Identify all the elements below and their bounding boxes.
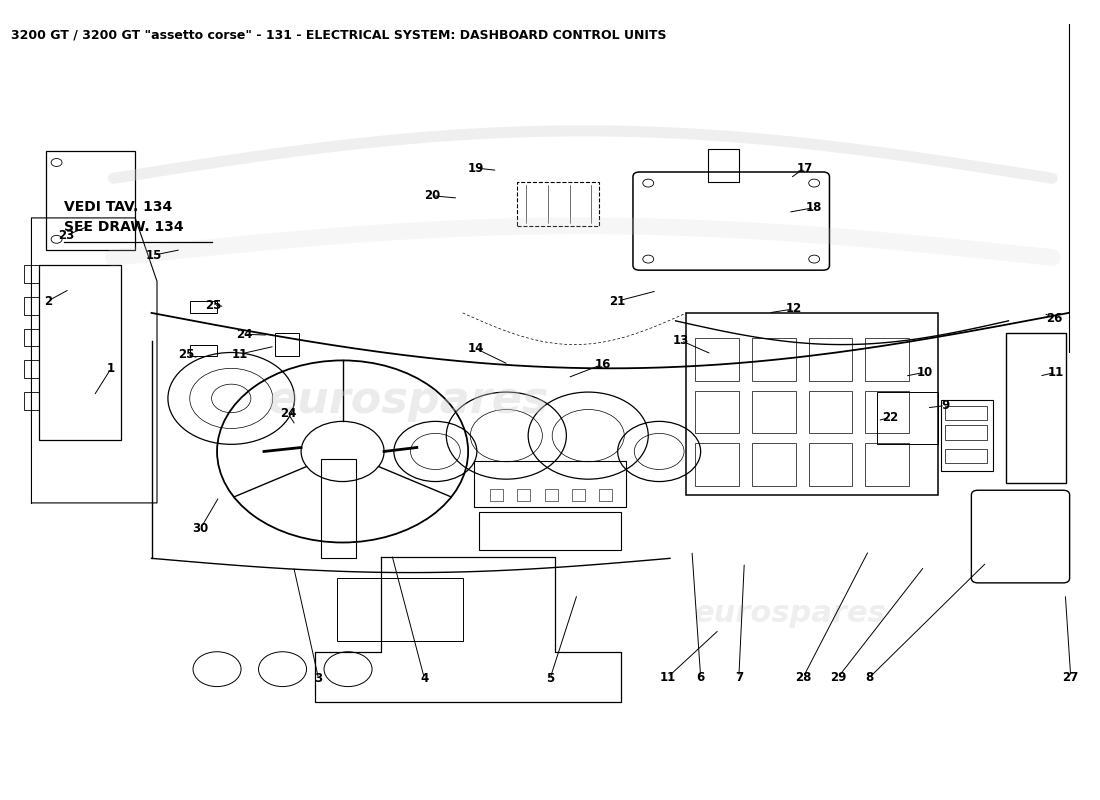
Text: 4: 4 (420, 672, 429, 685)
Bar (490, 490, 503, 502)
Bar (1006, 333, 1066, 483)
Bar (686, 313, 937, 495)
Text: 28: 28 (795, 670, 812, 683)
Bar (544, 490, 558, 502)
Bar (940, 400, 993, 471)
Text: 11: 11 (232, 347, 249, 361)
Bar (878, 392, 937, 443)
Bar (572, 490, 585, 502)
Bar (808, 442, 852, 486)
Text: 24: 24 (236, 328, 253, 341)
Bar (24, 297, 40, 314)
Text: 2: 2 (44, 294, 52, 307)
Text: 10: 10 (916, 366, 933, 378)
Text: VEDI TAV. 134: VEDI TAV. 134 (64, 200, 173, 214)
Text: 30: 30 (192, 522, 209, 534)
Bar (808, 390, 852, 434)
Bar (189, 301, 217, 313)
Text: eurospares: eurospares (694, 599, 887, 628)
Text: 6: 6 (696, 670, 705, 683)
Text: 29: 29 (830, 670, 846, 683)
Text: 8: 8 (866, 670, 874, 683)
Bar (474, 461, 626, 507)
Text: 15: 15 (145, 249, 162, 262)
Bar (945, 449, 987, 463)
Bar (24, 266, 40, 283)
Text: 1: 1 (107, 362, 116, 375)
Bar (24, 361, 40, 378)
Text: 25: 25 (206, 298, 222, 311)
Text: SEE DRAW. 134: SEE DRAW. 134 (64, 220, 184, 234)
Text: 7: 7 (735, 670, 743, 683)
Bar (945, 426, 987, 439)
Bar (695, 338, 739, 381)
Bar (600, 490, 613, 502)
Bar (752, 338, 795, 381)
Bar (24, 329, 40, 346)
Bar (695, 442, 739, 486)
Bar (945, 406, 987, 420)
Bar (275, 333, 299, 357)
Text: 20: 20 (424, 190, 440, 202)
Text: 25: 25 (178, 347, 195, 361)
Bar (866, 442, 910, 486)
Bar (866, 390, 910, 434)
Text: 26: 26 (1046, 312, 1063, 325)
Text: 12: 12 (785, 302, 802, 315)
Text: 22: 22 (882, 411, 899, 424)
Bar (866, 338, 910, 381)
Bar (708, 149, 739, 182)
Bar (517, 490, 530, 502)
Text: eurospares: eurospares (267, 378, 549, 422)
Text: 18: 18 (806, 201, 823, 214)
Text: 11: 11 (1047, 366, 1064, 378)
Text: 17: 17 (796, 162, 813, 174)
Bar (45, 150, 135, 250)
Bar (752, 390, 795, 434)
Text: 9: 9 (942, 399, 949, 412)
Bar (321, 459, 355, 558)
Text: 24: 24 (279, 407, 296, 420)
Bar (337, 578, 463, 642)
Text: 14: 14 (468, 342, 484, 355)
Bar (24, 392, 40, 410)
Text: 27: 27 (1063, 670, 1079, 683)
Bar (695, 390, 739, 434)
Text: 11: 11 (660, 670, 676, 683)
Text: 3200 GT / 3200 GT "assetto corse" - 131 - ELECTRICAL SYSTEM: DASHBOARD CONTROL U: 3200 GT / 3200 GT "assetto corse" - 131 … (11, 28, 667, 41)
Bar (808, 338, 852, 381)
Text: 16: 16 (594, 358, 610, 371)
Text: 13: 13 (673, 334, 689, 347)
Text: 19: 19 (468, 162, 484, 174)
Text: 5: 5 (546, 672, 554, 685)
Text: 21: 21 (609, 294, 626, 307)
Bar (40, 266, 121, 439)
Bar (517, 182, 600, 226)
Bar (189, 345, 217, 357)
Bar (478, 513, 622, 550)
Text: 23: 23 (58, 229, 75, 242)
Text: 3: 3 (315, 672, 322, 685)
Bar (752, 442, 795, 486)
